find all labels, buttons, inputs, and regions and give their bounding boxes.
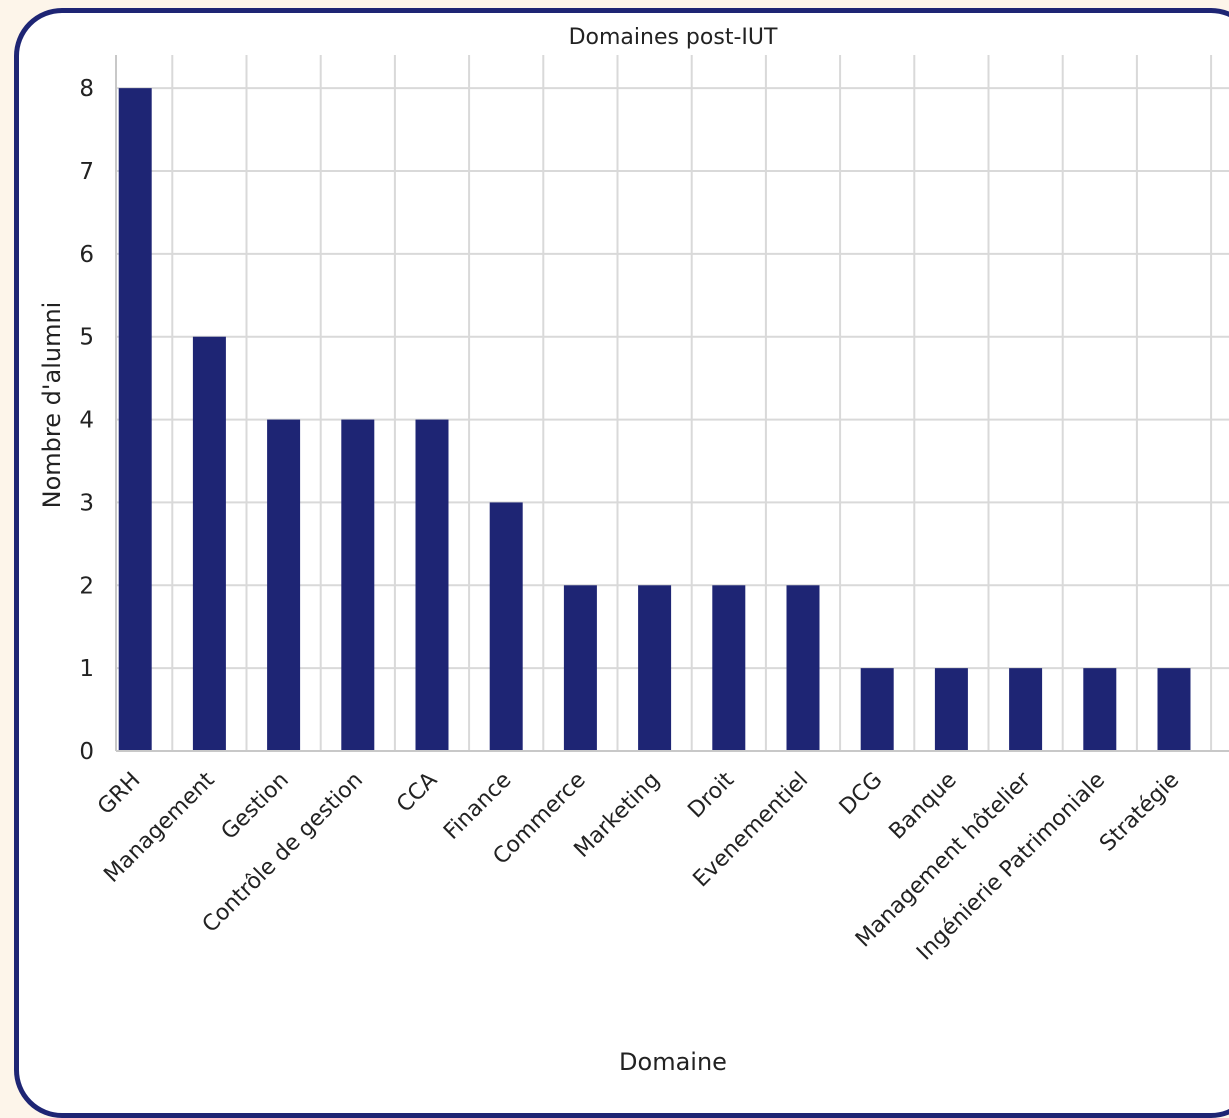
y-tick-label: 7 xyxy=(79,159,94,185)
bar-grh xyxy=(118,88,152,751)
x-tick-label: Finance xyxy=(439,768,516,845)
y-axis-label: Nombre d'alumni xyxy=(38,302,66,509)
x-tick-label: CCA xyxy=(392,768,442,818)
y-tick-label: 4 xyxy=(79,408,94,434)
y-tick-label: 3 xyxy=(79,490,94,516)
x-axis-label: Domaine xyxy=(619,1048,727,1076)
bar-contrôle-de-gestion xyxy=(341,419,375,751)
bar-evenementiel xyxy=(786,585,820,751)
chart-title: Domaines post-IUT xyxy=(569,25,778,50)
bars-layer xyxy=(118,88,1191,751)
x-tick-label: Droit xyxy=(683,767,739,823)
bar-management-hôtelier xyxy=(1009,668,1043,751)
y-tick-label: 5 xyxy=(79,325,94,351)
bar-finance xyxy=(489,502,523,751)
bar-commerce xyxy=(563,585,597,751)
bar-marketing xyxy=(638,585,672,751)
y-tick-label: 8 xyxy=(79,76,94,102)
y-tick-label: 0 xyxy=(79,739,94,765)
axes-layer xyxy=(115,55,1229,752)
y-tick-label: 2 xyxy=(79,573,94,599)
y-tick-label: 6 xyxy=(79,242,94,268)
x-tick-label: Banque xyxy=(885,768,962,845)
bar-cca xyxy=(415,419,449,751)
x-tick-label: Gestion xyxy=(217,768,294,845)
grid-layer xyxy=(116,55,1229,752)
bar-management xyxy=(192,336,226,751)
bar-dcg xyxy=(860,668,894,751)
bar-stratégie xyxy=(1157,668,1191,751)
bar-gestion xyxy=(267,419,301,751)
bar-banque xyxy=(934,668,968,751)
y-tick-label: 1 xyxy=(79,656,94,682)
x-tick-label: Stratégie xyxy=(1095,768,1184,857)
bar-ingénierie-patrimoniale xyxy=(1083,668,1117,751)
x-tick-label: GRH xyxy=(93,768,145,820)
bar-droit xyxy=(712,585,746,751)
x-tick-label: DCG xyxy=(835,768,888,821)
